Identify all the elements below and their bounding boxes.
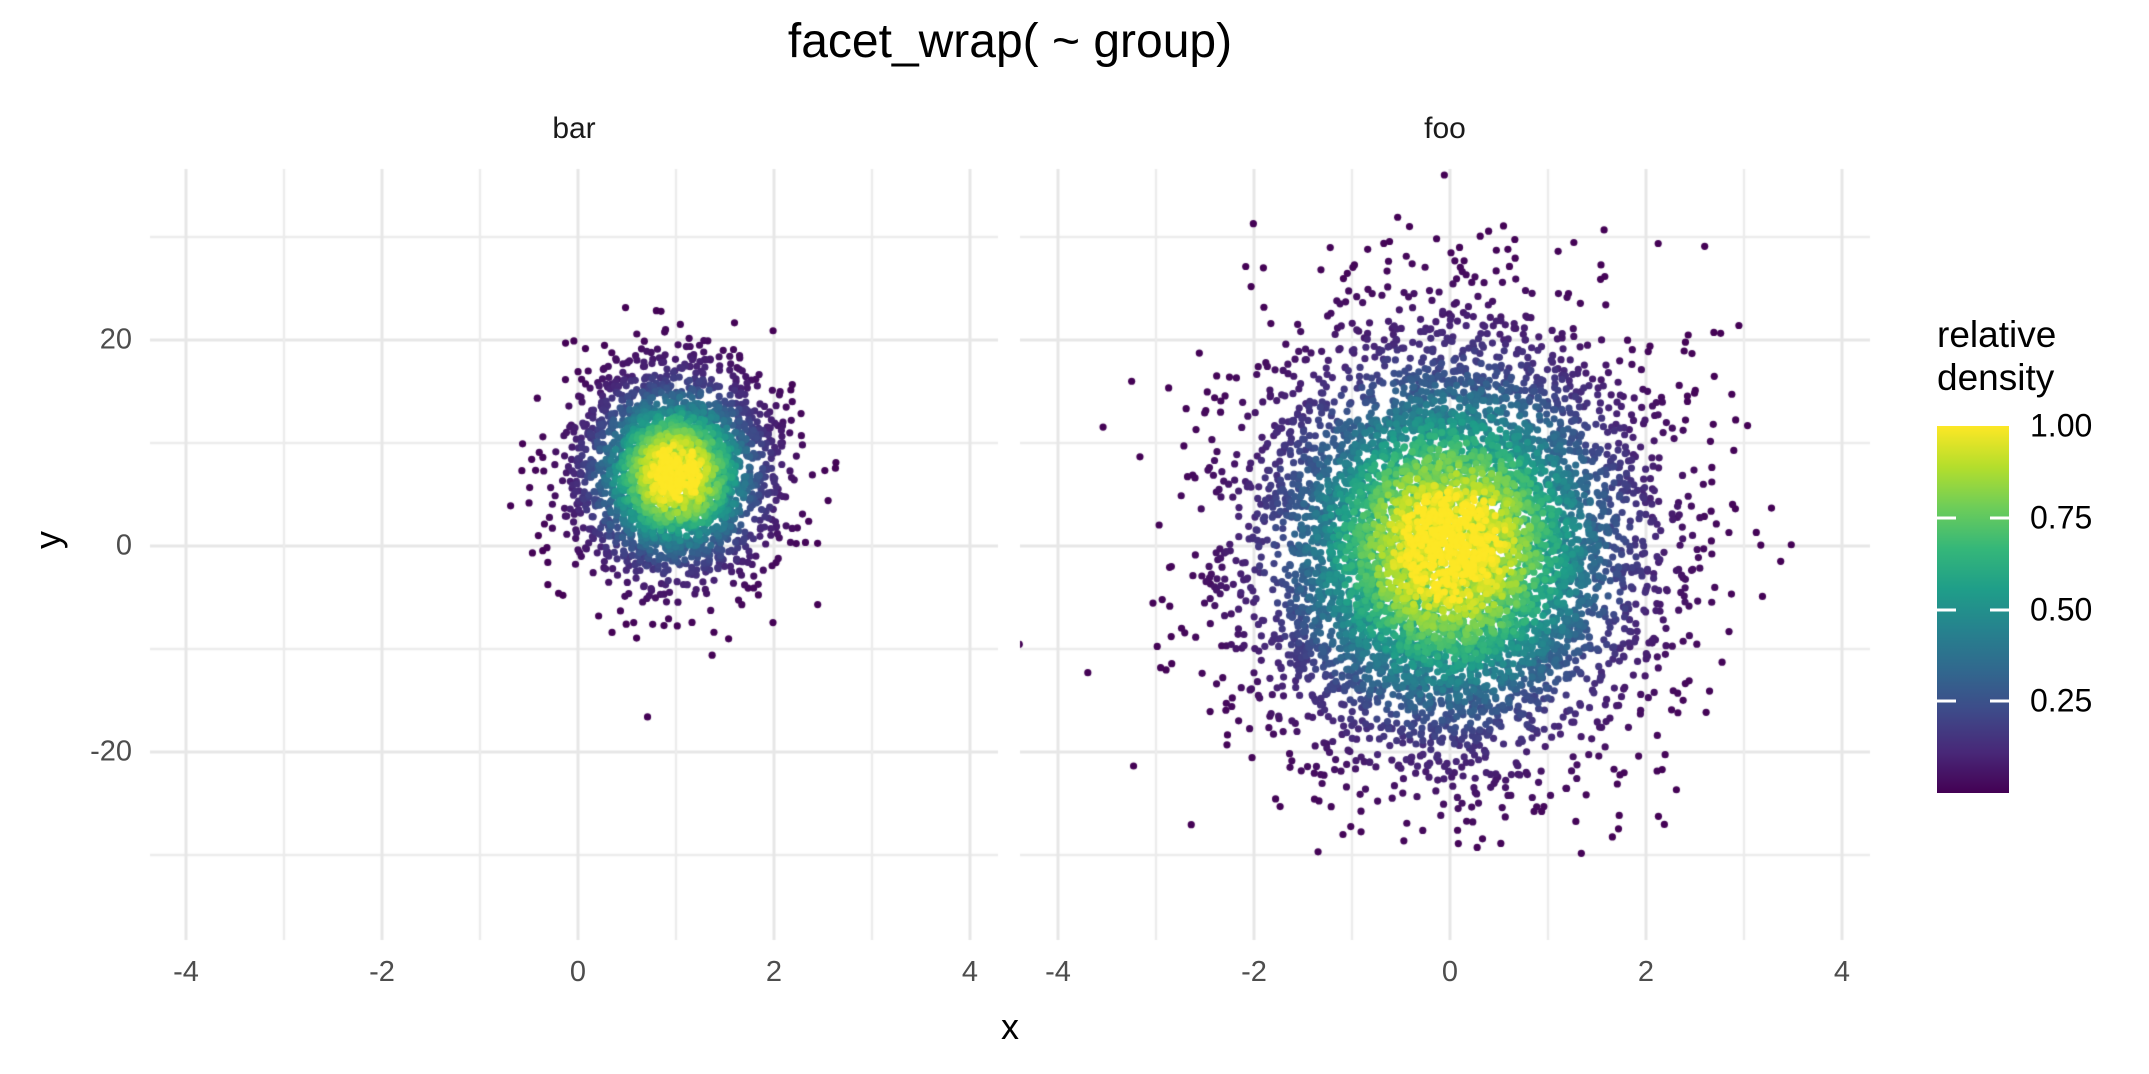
colorbar-tick-label: 0.25 [2030,682,2093,719]
y-tick-label: -20 [90,735,132,768]
x-tick-label: 0 [569,956,587,988]
x-tick-label: 4 [961,956,979,988]
x-tick-label: -2 [1241,956,1267,988]
colorbar-tick-label: 0.75 [2030,499,2093,536]
y-tick-label: 0 [115,529,132,562]
colorbar-tick-label: 1.00 [2030,407,2093,444]
colorbar-gradient [1937,426,2009,793]
x-axis-title: x [1001,1006,1019,1047]
x-tick-label: -2 [369,956,395,988]
x-tick-label: -4 [173,956,199,988]
colorbar-tick-mark [1937,608,1956,611]
colorbar-tick-mark [1937,699,1956,703]
colorbar-tick-mark [1990,608,2009,611]
x-tick-label: 2 [765,956,783,988]
colorbar-tick-mark [1990,699,2009,703]
x-tick-label: -4 [1045,956,1071,988]
facet-strip-label-bar: bar [552,112,596,145]
legend-title: relative density [1937,314,2057,398]
colorbar-tick-mark [1990,516,2009,520]
x-tick-label: 4 [1833,956,1851,988]
facet-strip-label-foo: foo [1424,112,1466,145]
colorbar-tick-label: 0.50 [2030,591,2093,627]
x-tick-label: 2 [1637,956,1655,988]
colorbar-tick-mark [1937,516,1956,520]
plot-title: facet_wrap( ~ group) [787,15,1233,68]
y-tick-label: 20 [99,323,132,356]
x-tick-label: 0 [1441,956,1459,988]
